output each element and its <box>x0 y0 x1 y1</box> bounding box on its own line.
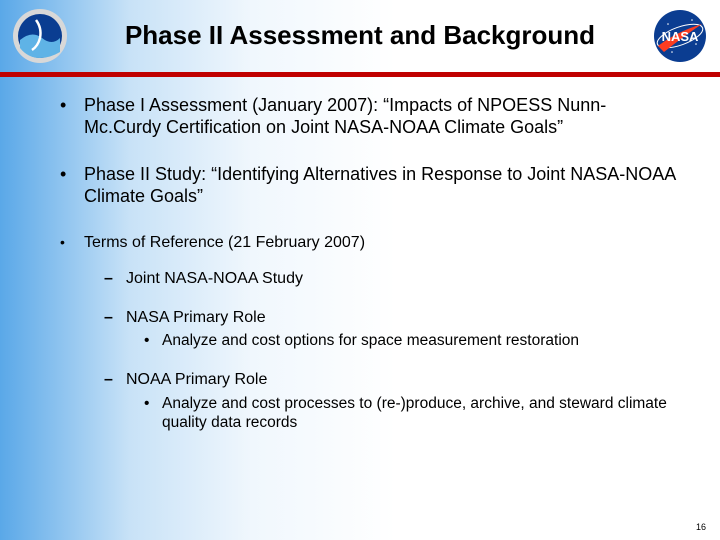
bullet-item: Phase I Assessment (January 2007): “Impa… <box>60 95 680 138</box>
sub-sub-list: Analyze and cost processes to (re-)produ… <box>144 394 680 433</box>
sub-item-text: NOAA Primary Role <box>126 371 267 388</box>
slide-content: Phase I Assessment (January 2007): “Impa… <box>0 95 720 432</box>
bullet-list: Phase I Assessment (January 2007): “Impa… <box>60 95 680 432</box>
sub-sub-list: Analyze and cost options for space measu… <box>144 331 680 350</box>
sub-sub-item: Analyze and cost processes to (re-)produ… <box>144 394 680 433</box>
sub-list: Joint NASA-NOAA Study NASA Primary Role … <box>104 269 680 433</box>
page-number: 16 <box>696 522 706 532</box>
sub-sub-item: Analyze and cost options for space measu… <box>144 331 680 350</box>
bullet-item: Phase II Study: “Identifying Alternative… <box>60 164 680 207</box>
bullet-item: Terms of Reference (21 February 2007) Jo… <box>60 233 680 432</box>
sub-item: NASA Primary Role Analyze and cost optio… <box>104 308 680 351</box>
slide-title: Phase II Assessment and Background <box>68 21 652 51</box>
header-divider <box>0 72 720 77</box>
slide-header: Phase II Assessment and Background NASA <box>0 0 720 70</box>
sub-item: Joint NASA-NOAA Study <box>104 269 680 288</box>
bullet-text: Terms of Reference (21 February 2007) <box>84 234 365 251</box>
noaa-logo <box>12 8 68 64</box>
sub-item: NOAA Primary Role Analyze and cost proce… <box>104 370 680 432</box>
nasa-text: NASA <box>662 29 699 44</box>
sub-item-text: NASA Primary Role <box>126 309 266 326</box>
nasa-logo: NASA <box>652 8 708 64</box>
